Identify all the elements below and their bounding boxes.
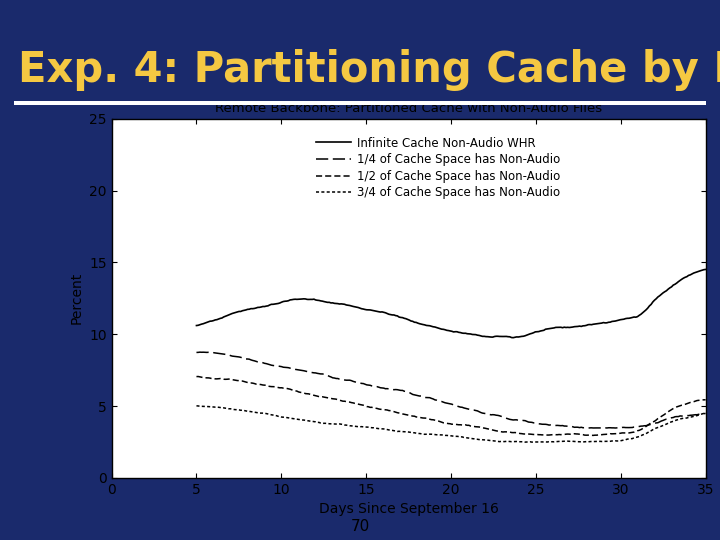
1/4 of Cache Space has Non-Audio [497, 413, 505, 420]
1/4 of Cache Space has Non-Audio [701, 410, 710, 417]
Line: 3/4 of Cache Space has Non-Audio: 3/4 of Cache Space has Non-Audio [197, 406, 706, 442]
Y-axis label: Percent: Percent [70, 272, 84, 325]
X-axis label: Days Since September 16: Days Since September 16 [319, 502, 498, 516]
1/4 of Cache Space has Non-Audio [192, 349, 201, 356]
1/4 of Cache Space has Non-Audio [194, 349, 202, 356]
3/4 of Cache Space has Non-Audio [493, 438, 502, 444]
Line: Infinite Cache Non-Audio WHR: Infinite Cache Non-Audio WHR [197, 269, 706, 338]
1/4 of Cache Space has Non-Audio [196, 349, 204, 355]
Line: 1/2 of Cache Space has Non-Audio: 1/2 of Cache Space has Non-Audio [197, 376, 706, 435]
1/4 of Cache Space has Non-Audio [495, 413, 504, 419]
3/4 of Cache Space has Non-Audio [194, 403, 202, 409]
Legend: Infinite Cache Non-Audio WHR, 1/4 of Cache Space has Non-Audio, 1/2 of Cache Spa: Infinite Cache Non-Audio WHR, 1/4 of Cac… [311, 132, 565, 204]
Text: 70: 70 [351, 518, 369, 534]
Title: Remote Backbone: Partitioned Cache with Non-Audio Files: Remote Backbone: Partitioned Cache with … [215, 102, 602, 115]
1/2 of Cache Space has Non-Audio [657, 413, 666, 420]
1/2 of Cache Space has Non-Audio [701, 396, 710, 403]
1/2 of Cache Space has Non-Audio [196, 374, 204, 380]
1/2 of Cache Space has Non-Audio [495, 428, 504, 435]
1/4 of Cache Space has Non-Audio [657, 418, 666, 424]
1/2 of Cache Space has Non-Audio [625, 430, 634, 436]
1/2 of Cache Space has Non-Audio [194, 373, 202, 380]
3/4 of Cache Space has Non-Audio [623, 436, 631, 442]
3/4 of Cache Space has Non-Audio [528, 439, 536, 446]
Infinite Cache Non-Audio WHR [701, 266, 710, 273]
Infinite Cache Non-Audio WHR [194, 322, 202, 328]
1/2 of Cache Space has Non-Audio [589, 432, 598, 438]
1/2 of Cache Space has Non-Audio [505, 429, 514, 435]
1/4 of Cache Space has Non-Audio [584, 425, 593, 431]
3/4 of Cache Space has Non-Audio [192, 403, 201, 409]
3/4 of Cache Space has Non-Audio [655, 424, 664, 430]
Infinite Cache Non-Audio WHR [504, 334, 513, 340]
Infinite Cache Non-Audio WHR [495, 333, 504, 340]
Text: Exp. 4: Partitioning Cache by Media: Exp. 4: Partitioning Cache by Media [18, 49, 720, 91]
3/4 of Cache Space has Non-Audio [495, 438, 504, 445]
Infinite Cache Non-Audio WHR [509, 334, 518, 341]
1/4 of Cache Space has Non-Audio [625, 424, 634, 431]
3/4 of Cache Space has Non-Audio [701, 410, 710, 416]
3/4 of Cache Space has Non-Audio [504, 438, 513, 444]
1/4 of Cache Space has Non-Audio [505, 416, 514, 423]
Infinite Cache Non-Audio WHR [655, 293, 664, 299]
Line: 1/4 of Cache Space has Non-Audio: 1/4 of Cache Space has Non-Audio [197, 352, 706, 428]
Infinite Cache Non-Audio WHR [192, 322, 201, 329]
Infinite Cache Non-Audio WHR [623, 315, 631, 321]
Infinite Cache Non-Audio WHR [493, 333, 502, 340]
1/2 of Cache Space has Non-Audio [192, 373, 201, 380]
1/2 of Cache Space has Non-Audio [497, 429, 505, 435]
